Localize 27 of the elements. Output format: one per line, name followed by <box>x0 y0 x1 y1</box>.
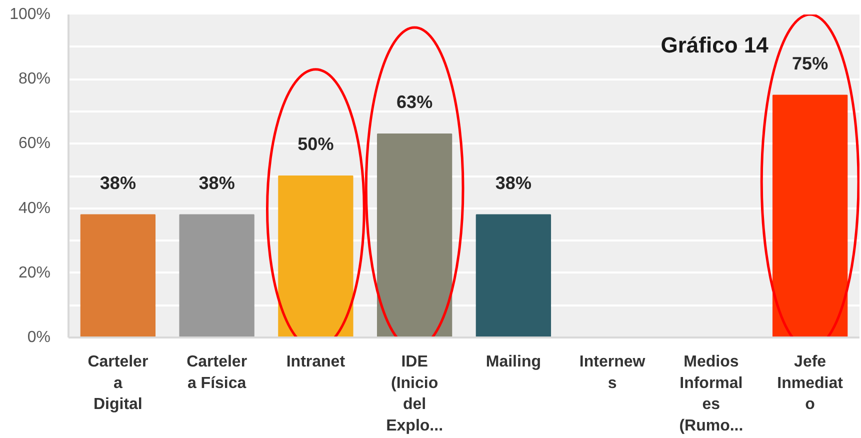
x-tick-label: Mailing <box>486 354 541 370</box>
x-tick-label: Internews <box>579 354 646 392</box>
x-tick-label: Cartelera Física <box>186 354 248 392</box>
y-tick-label: 0% <box>27 329 50 346</box>
x-tick-label: IDE (Inicio del Explo... <box>386 354 444 434</box>
data-label: 63% <box>396 92 433 112</box>
y-tick-label: 20% <box>18 264 51 282</box>
data-label: 75% <box>792 53 828 74</box>
data-label: 38% <box>198 172 235 193</box>
y-tick-label: 60% <box>18 135 51 152</box>
x-tick-label: Medios Informales (Rumo... <box>679 354 744 434</box>
y-tick-label: 100% <box>10 6 50 23</box>
bar <box>278 176 354 338</box>
annotation: Gráfico 14 <box>660 32 770 58</box>
x-tick-label: Intranet <box>286 354 346 370</box>
bar <box>376 134 452 338</box>
bar <box>772 94 848 338</box>
y-tick-label: 80% <box>18 70 51 88</box>
y-tick-label: 40% <box>18 200 51 217</box>
bar <box>80 214 156 338</box>
data-label: 38% <box>495 172 532 193</box>
x-tick-label: Jefe Inmediato <box>777 354 844 413</box>
data-label: 38% <box>100 172 136 193</box>
bar <box>476 214 552 338</box>
bar <box>179 214 254 338</box>
x-tick-label: Cartelera Digital <box>88 354 148 413</box>
data-label: 50% <box>298 134 334 154</box>
